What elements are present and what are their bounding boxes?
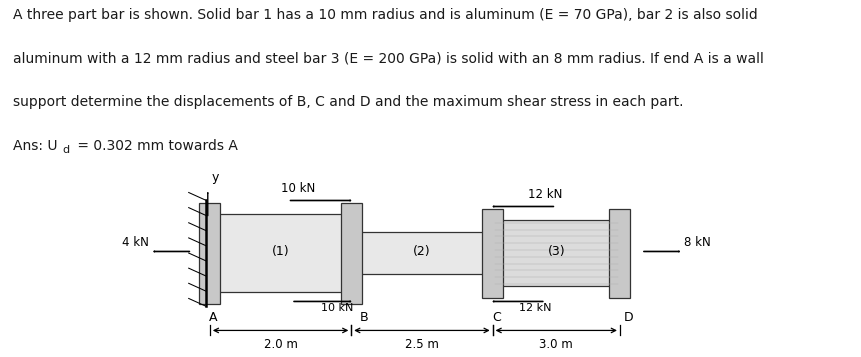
Text: 12 kN: 12 kN xyxy=(528,188,562,201)
Text: 12 kN: 12 kN xyxy=(518,303,551,313)
Text: (2): (2) xyxy=(412,245,430,258)
Text: 3.0 m: 3.0 m xyxy=(539,338,573,351)
Text: A three part bar is shown. Solid bar 1 has a 10 mm radius and is aluminum (E = 7: A three part bar is shown. Solid bar 1 h… xyxy=(13,8,757,22)
Text: D: D xyxy=(623,311,633,325)
Text: d: d xyxy=(63,145,70,155)
Bar xyxy=(199,203,220,304)
Text: 2.5 m: 2.5 m xyxy=(405,338,438,351)
Text: support determine the displacements of B, C and D and the maximum shear stress i: support determine the displacements of B… xyxy=(13,95,683,109)
Text: 4 kN: 4 kN xyxy=(122,236,149,250)
Text: B: B xyxy=(359,311,368,325)
Text: 10 kN: 10 kN xyxy=(320,303,353,313)
Text: aluminum with a 12 mm radius and steel bar 3 (E = 200 GPa) is solid with an 8 mm: aluminum with a 12 mm radius and steel b… xyxy=(13,51,763,66)
Bar xyxy=(340,203,362,304)
Text: (3): (3) xyxy=(547,245,565,258)
Text: = 0.302 mm towards A: = 0.302 mm towards A xyxy=(72,139,238,152)
Text: (1): (1) xyxy=(271,245,289,258)
Text: C: C xyxy=(492,311,500,325)
Text: y: y xyxy=(211,171,219,185)
Bar xyxy=(481,209,503,298)
Bar xyxy=(492,221,619,286)
Text: 2.0 m: 2.0 m xyxy=(263,338,297,351)
Bar xyxy=(351,232,492,275)
Text: A: A xyxy=(209,311,218,325)
Bar xyxy=(210,215,351,292)
Text: 8 kN: 8 kN xyxy=(684,236,710,250)
Bar xyxy=(609,209,629,298)
Text: Ans: U: Ans: U xyxy=(13,139,58,152)
Text: 10 kN: 10 kN xyxy=(281,182,315,196)
